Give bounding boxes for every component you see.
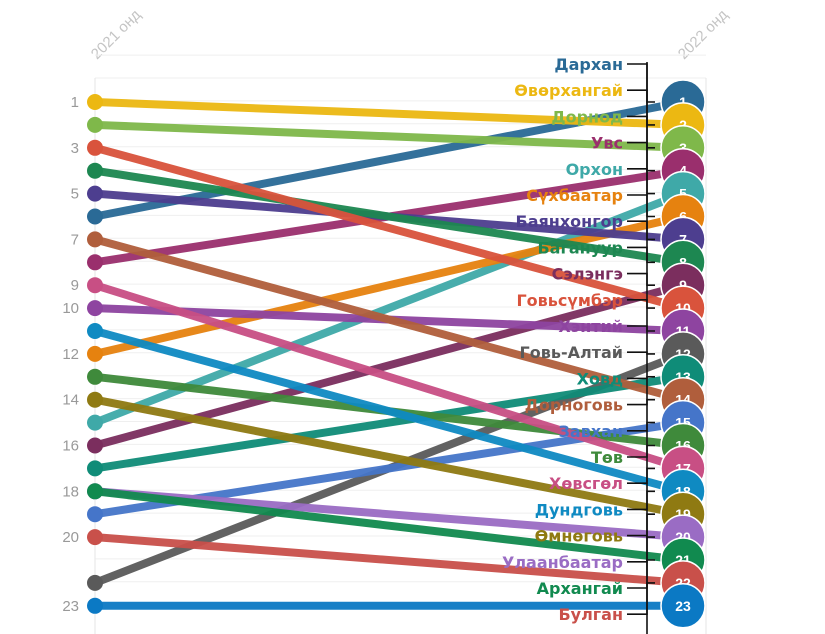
region-labels: Дархан Өвөрхангай Дорнод Увс Орхон Сүхбаатар Б… (502, 55, 623, 624)
region-label: Хөвсгөл (549, 474, 623, 493)
region-label: Архангай (537, 579, 623, 598)
rank-lines (87, 94, 687, 614)
start-dot (87, 94, 103, 110)
region-label: Хэнтий (558, 317, 623, 336)
start-dot (87, 116, 103, 133)
series-line (91, 143, 687, 313)
start-dot (87, 391, 103, 408)
rank-badge-label: 8 (679, 254, 687, 270)
region-label: Ховд (577, 369, 623, 388)
series-line (91, 98, 687, 129)
y-tick-label: 16 (62, 438, 79, 455)
rank-badge-label: 3 (679, 140, 687, 156)
y-tick-label: 1 (71, 94, 79, 111)
rank-badge-label: 1 (679, 94, 687, 110)
label-connector (627, 63, 655, 103)
y-tick-label: 14 (62, 392, 79, 409)
label-connectors (627, 62, 655, 634)
rank-badge-label: 6 (679, 209, 687, 225)
series-line (91, 235, 687, 404)
region-label: Говь-Алтай (520, 343, 623, 362)
series-line (91, 533, 687, 587)
series-line (91, 372, 687, 473)
region-label: Төв (591, 448, 623, 467)
y-tick-label: 10 (62, 300, 79, 317)
start-dot (87, 185, 103, 202)
series-line (91, 487, 687, 564)
region-label: Өмнөговь (535, 527, 623, 546)
region-label: Улаанбаатар (502, 553, 623, 572)
region-label: Сэлэнгэ (552, 265, 623, 284)
start-dot (87, 139, 103, 156)
rank-badge-label: 2 (679, 117, 687, 133)
series-line (91, 120, 687, 152)
start-dot (87, 208, 103, 225)
start-dot (87, 529, 103, 546)
region-label: Булган (558, 605, 623, 624)
label-connector (627, 272, 655, 287)
series-line (91, 281, 687, 473)
region-label: Увс (591, 134, 623, 153)
start-dot (87, 368, 103, 385)
rank-badge (660, 583, 706, 629)
region-label: Орхон (566, 160, 623, 179)
column-header-2021: 2021 онд (88, 6, 145, 63)
region-label: Өвөрхангай (514, 81, 623, 100)
start-dot (87, 483, 103, 500)
region-label: Багануур (537, 238, 623, 257)
region-label: Говьсүмбэр (516, 291, 623, 310)
region-label: Дундговь (535, 500, 623, 519)
start-dot (87, 460, 103, 477)
y-tick-label: 5 (71, 186, 79, 203)
start-dot (87, 345, 103, 362)
start-dot (87, 162, 103, 179)
rank-badge-label: 4 (679, 163, 687, 179)
start-dot (87, 231, 103, 248)
rank-badge-label: 7 (679, 231, 687, 247)
series-line (91, 212, 687, 358)
start-dot (87, 597, 103, 614)
start-dot (87, 414, 103, 431)
series-line (91, 166, 687, 267)
rank-badge-label: 5 (679, 186, 687, 202)
y-tick-label: 9 (71, 277, 79, 294)
y-tick-label: 23 (62, 598, 79, 615)
region-label: Дорноговь (525, 396, 623, 415)
y-axis-tick-labels: 1 3 5 7 9 10 12 14 16 18 20 23 (62, 94, 79, 615)
y-tick-label: 20 (62, 529, 79, 546)
region-label: Дорнод (551, 107, 623, 126)
region-label: Дархан (554, 55, 623, 74)
rank-badge-label: 9 (679, 277, 687, 293)
start-dot (87, 254, 103, 271)
start-dot (87, 323, 103, 339)
y-tick-label: 3 (71, 140, 79, 157)
label-connector (627, 398, 655, 406)
start-dot (87, 506, 103, 523)
y-tick-label: 18 (62, 483, 79, 500)
series-line (91, 395, 687, 519)
region-label: Завхан (559, 422, 623, 441)
y-tick-label: 12 (62, 346, 79, 363)
start-dot (87, 277, 103, 294)
y-tick-label: 7 (71, 231, 79, 248)
column-header-2022: 2022 онд (675, 6, 732, 63)
series-line (91, 327, 687, 496)
region-label: Сүхбаатар (526, 186, 623, 205)
rank-badge-label: 23 (675, 598, 691, 614)
region-label: Баянхонгор (516, 212, 624, 231)
start-dot (87, 574, 103, 591)
start-dot (87, 437, 103, 454)
start-dot (87, 300, 103, 317)
